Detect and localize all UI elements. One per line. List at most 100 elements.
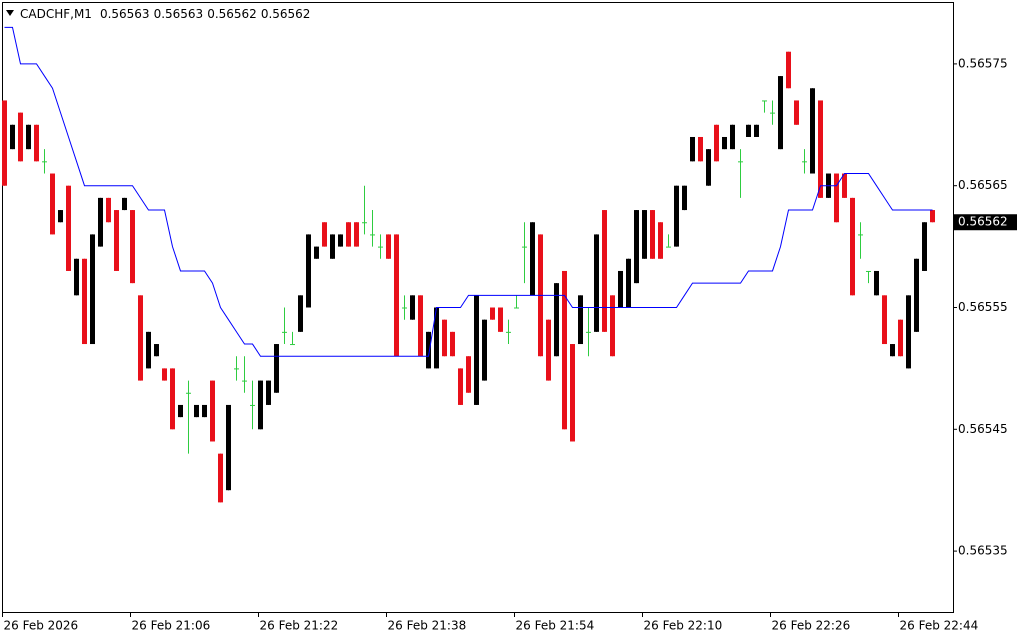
candle-body bbox=[674, 185, 679, 247]
candle-body bbox=[522, 246, 527, 248]
candle-body bbox=[234, 368, 239, 370]
candle-body bbox=[810, 88, 815, 174]
candle-body bbox=[170, 368, 175, 430]
candle-body bbox=[426, 331, 431, 369]
candle-body bbox=[106, 197, 111, 223]
price-label-bg bbox=[954, 214, 1017, 231]
candle-body bbox=[682, 185, 687, 211]
candle-body bbox=[162, 368, 167, 381]
candle-body bbox=[290, 344, 295, 346]
candle-body bbox=[178, 404, 183, 418]
low-value: 0.56562 bbox=[207, 7, 257, 21]
candle-body bbox=[786, 51, 791, 89]
candle-body bbox=[666, 246, 671, 248]
candle-body bbox=[698, 136, 703, 162]
candle-body bbox=[554, 283, 559, 357]
chart-header: CADCHF,M1 0.56563 0.56563 0.56562 0.56562 bbox=[20, 7, 310, 21]
candle-body bbox=[474, 295, 479, 405]
candle-body bbox=[906, 295, 911, 369]
candle-body bbox=[818, 100, 823, 198]
candle-body bbox=[370, 234, 375, 236]
open-value: 0.56563 bbox=[100, 7, 150, 21]
candle-body bbox=[346, 222, 351, 247]
x-tick-label: 26 Feb 22:44 bbox=[900, 619, 979, 633]
candle-body bbox=[130, 210, 135, 284]
candle-body bbox=[930, 210, 935, 223]
candle-body bbox=[618, 270, 623, 308]
candle-body bbox=[266, 380, 271, 405]
candle-body bbox=[2, 100, 7, 186]
candle-body bbox=[578, 295, 583, 345]
chart-title: CADCHF,M1 bbox=[20, 7, 92, 21]
candle-body bbox=[594, 234, 599, 332]
candle-body bbox=[362, 222, 367, 224]
candle-body bbox=[458, 368, 463, 405]
candle-body bbox=[226, 404, 231, 491]
candle-body bbox=[298, 295, 303, 332]
close-value: 0.56562 bbox=[261, 7, 311, 21]
y-tick-label: 0.56555 bbox=[958, 300, 1008, 314]
candle-body bbox=[498, 307, 503, 332]
y-tick-label: 0.56535 bbox=[958, 544, 1008, 558]
candle-body bbox=[122, 197, 127, 211]
x-tick-label: 26 Feb 21:06 bbox=[132, 619, 211, 633]
candle-body bbox=[722, 136, 727, 150]
candle-body bbox=[138, 295, 143, 381]
candle-body bbox=[314, 246, 319, 259]
candle-body bbox=[914, 258, 919, 332]
candle-body bbox=[154, 344, 159, 357]
candle-body bbox=[442, 319, 447, 357]
candle-body bbox=[274, 344, 279, 393]
candle-body bbox=[330, 234, 335, 259]
candle-body bbox=[570, 344, 575, 442]
x-tick-label: 26 Feb 21:22 bbox=[260, 619, 339, 633]
current-price-label: 0.56562 bbox=[958, 215, 1008, 229]
candle-body bbox=[42, 161, 47, 163]
candle-body bbox=[250, 404, 255, 406]
candle-body bbox=[450, 331, 455, 357]
high-value: 0.56563 bbox=[154, 7, 204, 21]
candle-body bbox=[410, 295, 415, 320]
candle-body bbox=[218, 453, 223, 503]
candle-body bbox=[834, 173, 839, 223]
candle-body bbox=[530, 222, 535, 296]
candle-body bbox=[546, 319, 551, 381]
candle-body bbox=[922, 222, 927, 271]
candle-body bbox=[146, 331, 151, 369]
candle-body bbox=[610, 295, 615, 357]
candle-body bbox=[90, 234, 95, 345]
candle-body bbox=[642, 210, 647, 259]
candle-body bbox=[746, 124, 751, 137]
candle-body bbox=[114, 210, 119, 271]
x-tick-label: 26 Feb 21:54 bbox=[516, 619, 595, 633]
x-tick-label: 26 Feb 21:38 bbox=[388, 619, 467, 633]
candle-body bbox=[394, 234, 399, 357]
x-tick-label: 26 Feb 22:26 bbox=[772, 619, 851, 633]
candle-body bbox=[714, 124, 719, 162]
candle-body bbox=[730, 124, 735, 150]
candle-body bbox=[874, 270, 879, 296]
menu-triangle[interactable] bbox=[6, 10, 14, 16]
candle-body bbox=[858, 234, 863, 236]
x-tick-label: 26 Feb 22:10 bbox=[644, 619, 723, 633]
candle-body bbox=[82, 258, 87, 345]
candle-body bbox=[18, 112, 23, 162]
candle-body bbox=[898, 319, 903, 357]
candle-body bbox=[626, 258, 631, 308]
candle-body bbox=[778, 76, 783, 150]
candle-body bbox=[762, 100, 767, 102]
candle-body bbox=[418, 295, 423, 357]
candle-body bbox=[434, 307, 439, 369]
candle-body bbox=[354, 222, 359, 247]
candle-body bbox=[10, 124, 15, 150]
candle-body bbox=[754, 124, 759, 137]
candle-body bbox=[690, 136, 695, 162]
candle-body bbox=[74, 258, 79, 296]
candle-body bbox=[506, 331, 511, 333]
candle-body bbox=[186, 392, 191, 394]
candle-body bbox=[322, 222, 327, 247]
candle-body bbox=[282, 331, 287, 333]
candle-body bbox=[602, 210, 607, 332]
candle-body bbox=[770, 112, 775, 114]
